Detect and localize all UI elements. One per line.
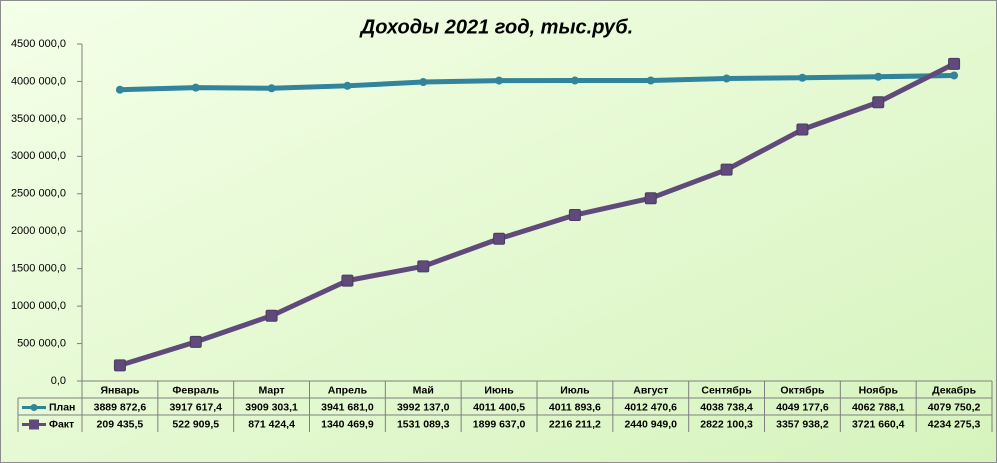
y-tick-label: 3500 000,0 xyxy=(11,113,66,125)
table-value: 4062 788,1 xyxy=(852,401,905,413)
legend-marker xyxy=(30,404,38,411)
table-value: 522 909,5 xyxy=(172,418,219,430)
table-value: 1531 089,3 xyxy=(397,418,450,430)
series-line xyxy=(119,72,955,93)
table-value: 3889 872,6 xyxy=(94,401,147,413)
y-tick-label: 0,0 xyxy=(51,375,66,387)
x-tick-label: Март xyxy=(259,384,285,396)
y-tick-label: 4000 000,0 xyxy=(11,75,66,87)
point-marker xyxy=(191,83,200,92)
table-value: 3909 303,1 xyxy=(245,401,298,413)
chart-title: Доходы 2021 год, тыс.руб. xyxy=(359,16,633,38)
x-tick-label: Июнь xyxy=(484,384,514,396)
point-marker xyxy=(568,209,581,222)
point-marker xyxy=(570,76,579,85)
table-value: 2440 949,0 xyxy=(624,418,677,430)
x-tick-label: Октябрь xyxy=(780,384,825,396)
y-tick-label: 500 000,0 xyxy=(17,337,66,349)
x-tick-label: Май xyxy=(413,384,434,396)
table-value: 871 424,4 xyxy=(248,418,295,430)
point-marker xyxy=(872,96,885,109)
point-marker xyxy=(493,232,506,245)
point-marker xyxy=(419,78,428,87)
point-marker xyxy=(341,274,354,287)
legend-label: Факт xyxy=(49,418,74,430)
table-value: 3357 938,2 xyxy=(776,418,829,430)
x-tick-label: Декабрь xyxy=(932,384,976,396)
x-tick-label: Февраль xyxy=(172,384,219,396)
y-tick-label: 3000 000,0 xyxy=(11,150,66,162)
y-tick-label: 2000 000,0 xyxy=(11,225,66,237)
table-value: 4038 738,4 xyxy=(700,401,753,413)
legend-label: План xyxy=(49,401,75,413)
point-marker xyxy=(113,359,126,372)
point-marker xyxy=(265,309,278,322)
legend-marker xyxy=(29,419,39,430)
point-marker xyxy=(796,123,809,136)
point-marker xyxy=(115,85,124,94)
y-tick-label: 4500 000,0 xyxy=(11,38,66,50)
x-tick-label: Сентябрь xyxy=(701,384,752,396)
table-value: 2216 211,2 xyxy=(549,418,601,430)
point-marker xyxy=(950,71,959,80)
table-value: 4011 893,6 xyxy=(549,401,601,413)
table-value: 4049 177,6 xyxy=(776,401,829,413)
table-value: 4012 470,6 xyxy=(624,401,677,413)
point-marker xyxy=(644,192,657,205)
table-value: 3917 617,4 xyxy=(169,401,222,413)
data-table: Январь Февраль Март Апрель Май Июнь Июль Август… xyxy=(17,380,993,432)
point-marker xyxy=(798,73,807,82)
point-marker xyxy=(722,74,731,83)
x-tick-label: Апрель xyxy=(328,384,368,396)
x-tick-label: Июль xyxy=(560,384,590,396)
y-tick-label: 1500 000,0 xyxy=(11,263,66,275)
y-tick-label: 1000 000,0 xyxy=(11,300,66,312)
point-marker xyxy=(495,76,504,85)
point-marker xyxy=(343,81,352,90)
table-value: 4011 400,5 xyxy=(473,401,525,413)
x-tick-label: Январь xyxy=(100,384,139,396)
table-value: 1899 637,0 xyxy=(473,418,526,430)
x-tick-label: Ноябрь xyxy=(859,384,899,396)
table-value: 3992 137,0 xyxy=(397,401,450,413)
point-marker xyxy=(646,76,655,85)
point-marker xyxy=(720,163,733,176)
point-marker xyxy=(874,72,883,81)
y-tick-label: 2500 000,0 xyxy=(11,188,66,200)
table-value: 209 435,5 xyxy=(97,418,144,430)
series-line xyxy=(119,61,956,368)
x-tick-label: Август xyxy=(633,384,668,396)
table-value: 3941 681,0 xyxy=(321,401,374,413)
table-value: 2822 100,3 xyxy=(700,418,753,430)
point-marker xyxy=(267,84,276,93)
table-value: 4234 275,3 xyxy=(928,418,981,430)
point-marker xyxy=(948,57,961,70)
point-marker xyxy=(417,260,430,273)
table-value: 3721 660,4 xyxy=(852,418,905,430)
table-value: 4079 750,2 xyxy=(928,401,981,413)
point-marker xyxy=(189,335,202,348)
table-value: 1340 469,9 xyxy=(321,418,374,430)
